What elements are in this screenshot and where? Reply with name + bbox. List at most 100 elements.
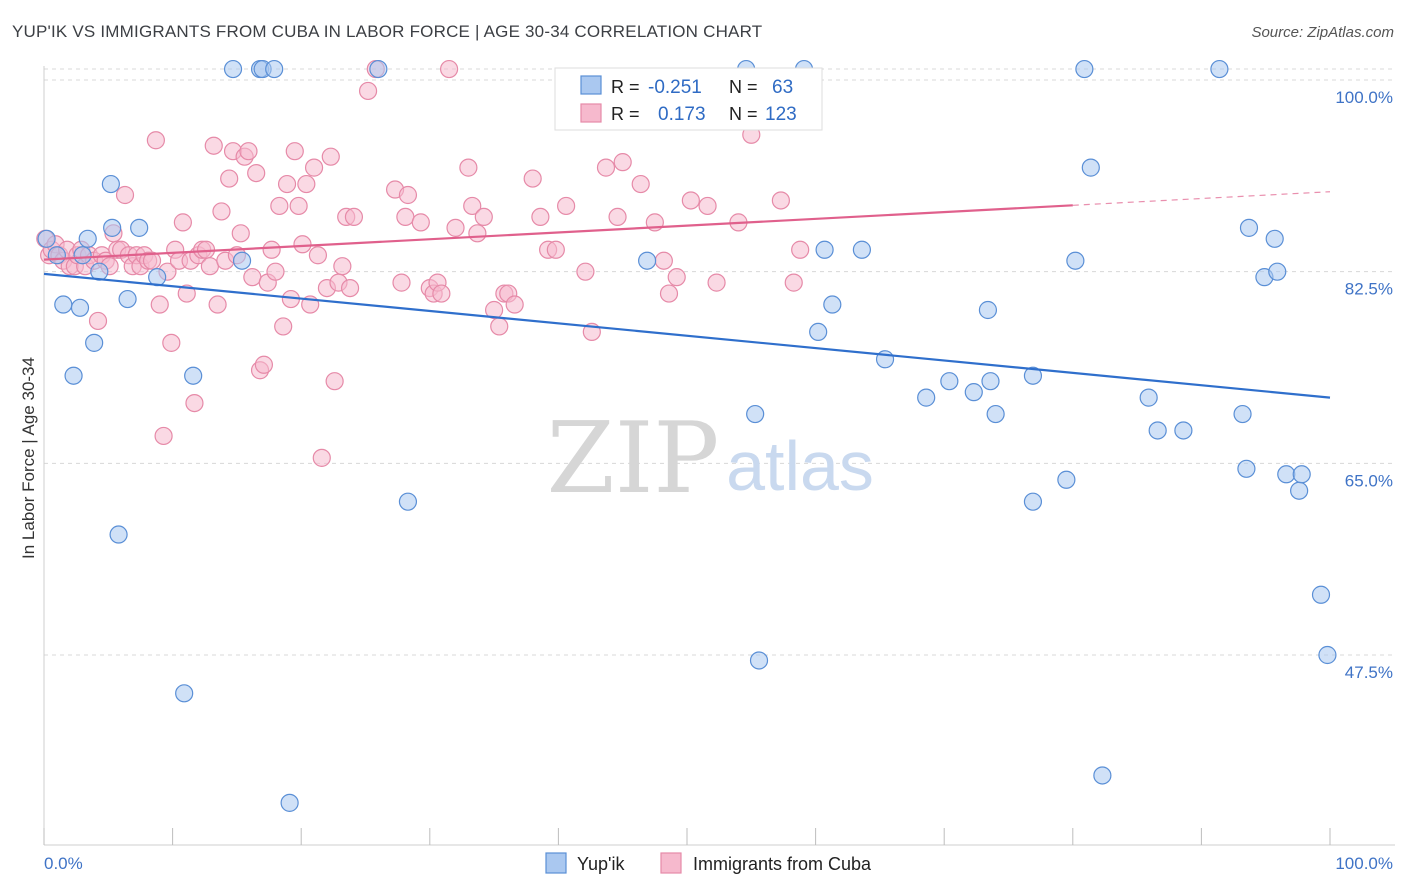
data-point-cuba bbox=[146, 131, 165, 150]
data-point-cuba bbox=[289, 196, 308, 216]
data-point-cuba bbox=[277, 174, 297, 194]
data-point-yupik bbox=[746, 404, 765, 424]
data-point-yupik bbox=[1318, 645, 1337, 665]
legend-r-label-2: R = bbox=[611, 104, 640, 124]
data-point-cuba bbox=[333, 257, 352, 276]
legend-n-value-1: 63 bbox=[772, 77, 793, 98]
data-point-yupik bbox=[184, 366, 203, 385]
watermark: ZIP atlas bbox=[547, 402, 874, 516]
data-point-cuba bbox=[304, 158, 324, 177]
trend-line-cuba bbox=[43, 204, 1073, 261]
y-tick-label: 82.5% bbox=[1345, 280, 1393, 299]
trend-lines bbox=[43, 191, 1331, 399]
data-point-yupik bbox=[1290, 481, 1309, 500]
legend-n-label-2: N = bbox=[729, 104, 758, 124]
data-point-cuba bbox=[212, 202, 231, 221]
trend-line-cuba-extension bbox=[1072, 191, 1331, 206]
data-point-yupik bbox=[1239, 218, 1259, 237]
data-point-cuba bbox=[247, 163, 266, 183]
y-tick-labels: 47.5% 65.0% 82.5% 100.0% bbox=[1335, 88, 1393, 682]
data-point-cuba bbox=[200, 257, 219, 276]
bottom-legend: Yup'ik Immigrants from Cuba bbox=[545, 852, 872, 874]
data-point-yupik bbox=[1081, 158, 1100, 177]
data-point-cuba bbox=[557, 196, 576, 216]
legend-box: R = -0.251 N = 63 R = 0.173 N = 123 bbox=[554, 67, 823, 131]
series-yupik bbox=[37, 59, 1337, 812]
data-point-cuba bbox=[474, 207, 493, 227]
data-point-cuba bbox=[667, 268, 686, 287]
data-point-yupik bbox=[37, 229, 56, 248]
data-point-yupik bbox=[223, 59, 243, 79]
data-point-yupik bbox=[1075, 59, 1094, 79]
data-point-yupik bbox=[940, 372, 959, 391]
y-tick-label: 100.0% bbox=[1335, 88, 1393, 107]
legend-swatch-blue bbox=[580, 75, 602, 95]
data-point-cuba bbox=[546, 240, 565, 259]
data-point-cuba bbox=[596, 158, 616, 177]
chart-title: YUP'IK VS IMMIGRANTS FROM CUBA IN LABOR … bbox=[12, 22, 763, 41]
data-point-yupik bbox=[852, 240, 871, 259]
data-point-cuba bbox=[358, 81, 378, 101]
data-point-yupik bbox=[978, 300, 998, 320]
source-label: Source: ZipAtlas.com bbox=[1251, 24, 1394, 41]
data-point-yupik bbox=[280, 793, 299, 812]
data-point-yupik bbox=[1174, 421, 1193, 440]
data-point-yupik bbox=[917, 388, 936, 407]
data-point-yupik bbox=[749, 651, 769, 670]
data-point-cuba bbox=[208, 295, 227, 314]
data-point-cuba bbox=[308, 246, 328, 265]
data-point-cuba bbox=[243, 268, 262, 287]
data-point-yupik bbox=[1268, 262, 1287, 281]
x-tick-label-max: 100.0% bbox=[1335, 854, 1393, 873]
watermark-zip: ZIP bbox=[547, 402, 720, 516]
data-point-cuba bbox=[446, 218, 465, 237]
data-point-yupik bbox=[1237, 459, 1256, 478]
bottom-legend-swatch-pink bbox=[660, 852, 682, 874]
data-point-cuba bbox=[485, 300, 504, 320]
data-point-yupik bbox=[47, 246, 66, 265]
data-point-cuba bbox=[468, 224, 487, 243]
data-point-yupik bbox=[85, 333, 104, 352]
data-point-yupik bbox=[1233, 404, 1252, 424]
data-point-cuba bbox=[231, 224, 250, 243]
data-point-yupik bbox=[823, 295, 842, 314]
data-point-cuba bbox=[262, 240, 281, 259]
data-point-cuba bbox=[239, 142, 258, 161]
data-point-cuba bbox=[505, 295, 524, 314]
data-point-cuba bbox=[398, 185, 418, 205]
data-point-yupik bbox=[1277, 465, 1296, 484]
trend-line-yupik bbox=[43, 272, 1331, 399]
data-point-cuba bbox=[613, 153, 632, 172]
data-point-cuba bbox=[88, 311, 108, 331]
data-point-yupik bbox=[78, 229, 97, 248]
data-point-cuba bbox=[162, 333, 181, 352]
data-point-yupik bbox=[64, 366, 83, 385]
data-point-cuba bbox=[698, 196, 717, 216]
data-point-cuba bbox=[659, 284, 679, 303]
data-point-cuba bbox=[707, 273, 726, 292]
data-point-cuba bbox=[142, 251, 162, 270]
data-point-cuba bbox=[270, 196, 289, 216]
data-point-cuba bbox=[784, 273, 803, 292]
bottom-legend-label-cuba: Immigrants from Cuba bbox=[693, 854, 872, 874]
data-point-yupik bbox=[986, 404, 1005, 424]
data-point-yupik bbox=[1023, 492, 1043, 511]
data-point-cuba bbox=[490, 317, 509, 336]
y-tick-label: 47.5% bbox=[1345, 663, 1393, 682]
data-point-yupik bbox=[54, 295, 73, 314]
legend-r-value-2: 0.173 bbox=[658, 104, 706, 125]
data-point-yupik bbox=[1148, 421, 1167, 440]
data-point-yupik bbox=[369, 59, 388, 79]
data-point-cuba bbox=[771, 191, 790, 210]
data-point-cuba bbox=[523, 169, 542, 188]
data-point-cuba bbox=[177, 284, 196, 303]
data-point-yupik bbox=[232, 251, 252, 270]
watermark-atlas: atlas bbox=[726, 427, 874, 505]
legend-n-label-1: N = bbox=[729, 77, 758, 97]
data-point-cuba bbox=[463, 196, 482, 216]
data-point-cuba bbox=[220, 169, 239, 188]
data-point-yupik bbox=[638, 251, 657, 270]
data-point-cuba bbox=[297, 174, 316, 194]
data-point-cuba bbox=[654, 251, 673, 270]
